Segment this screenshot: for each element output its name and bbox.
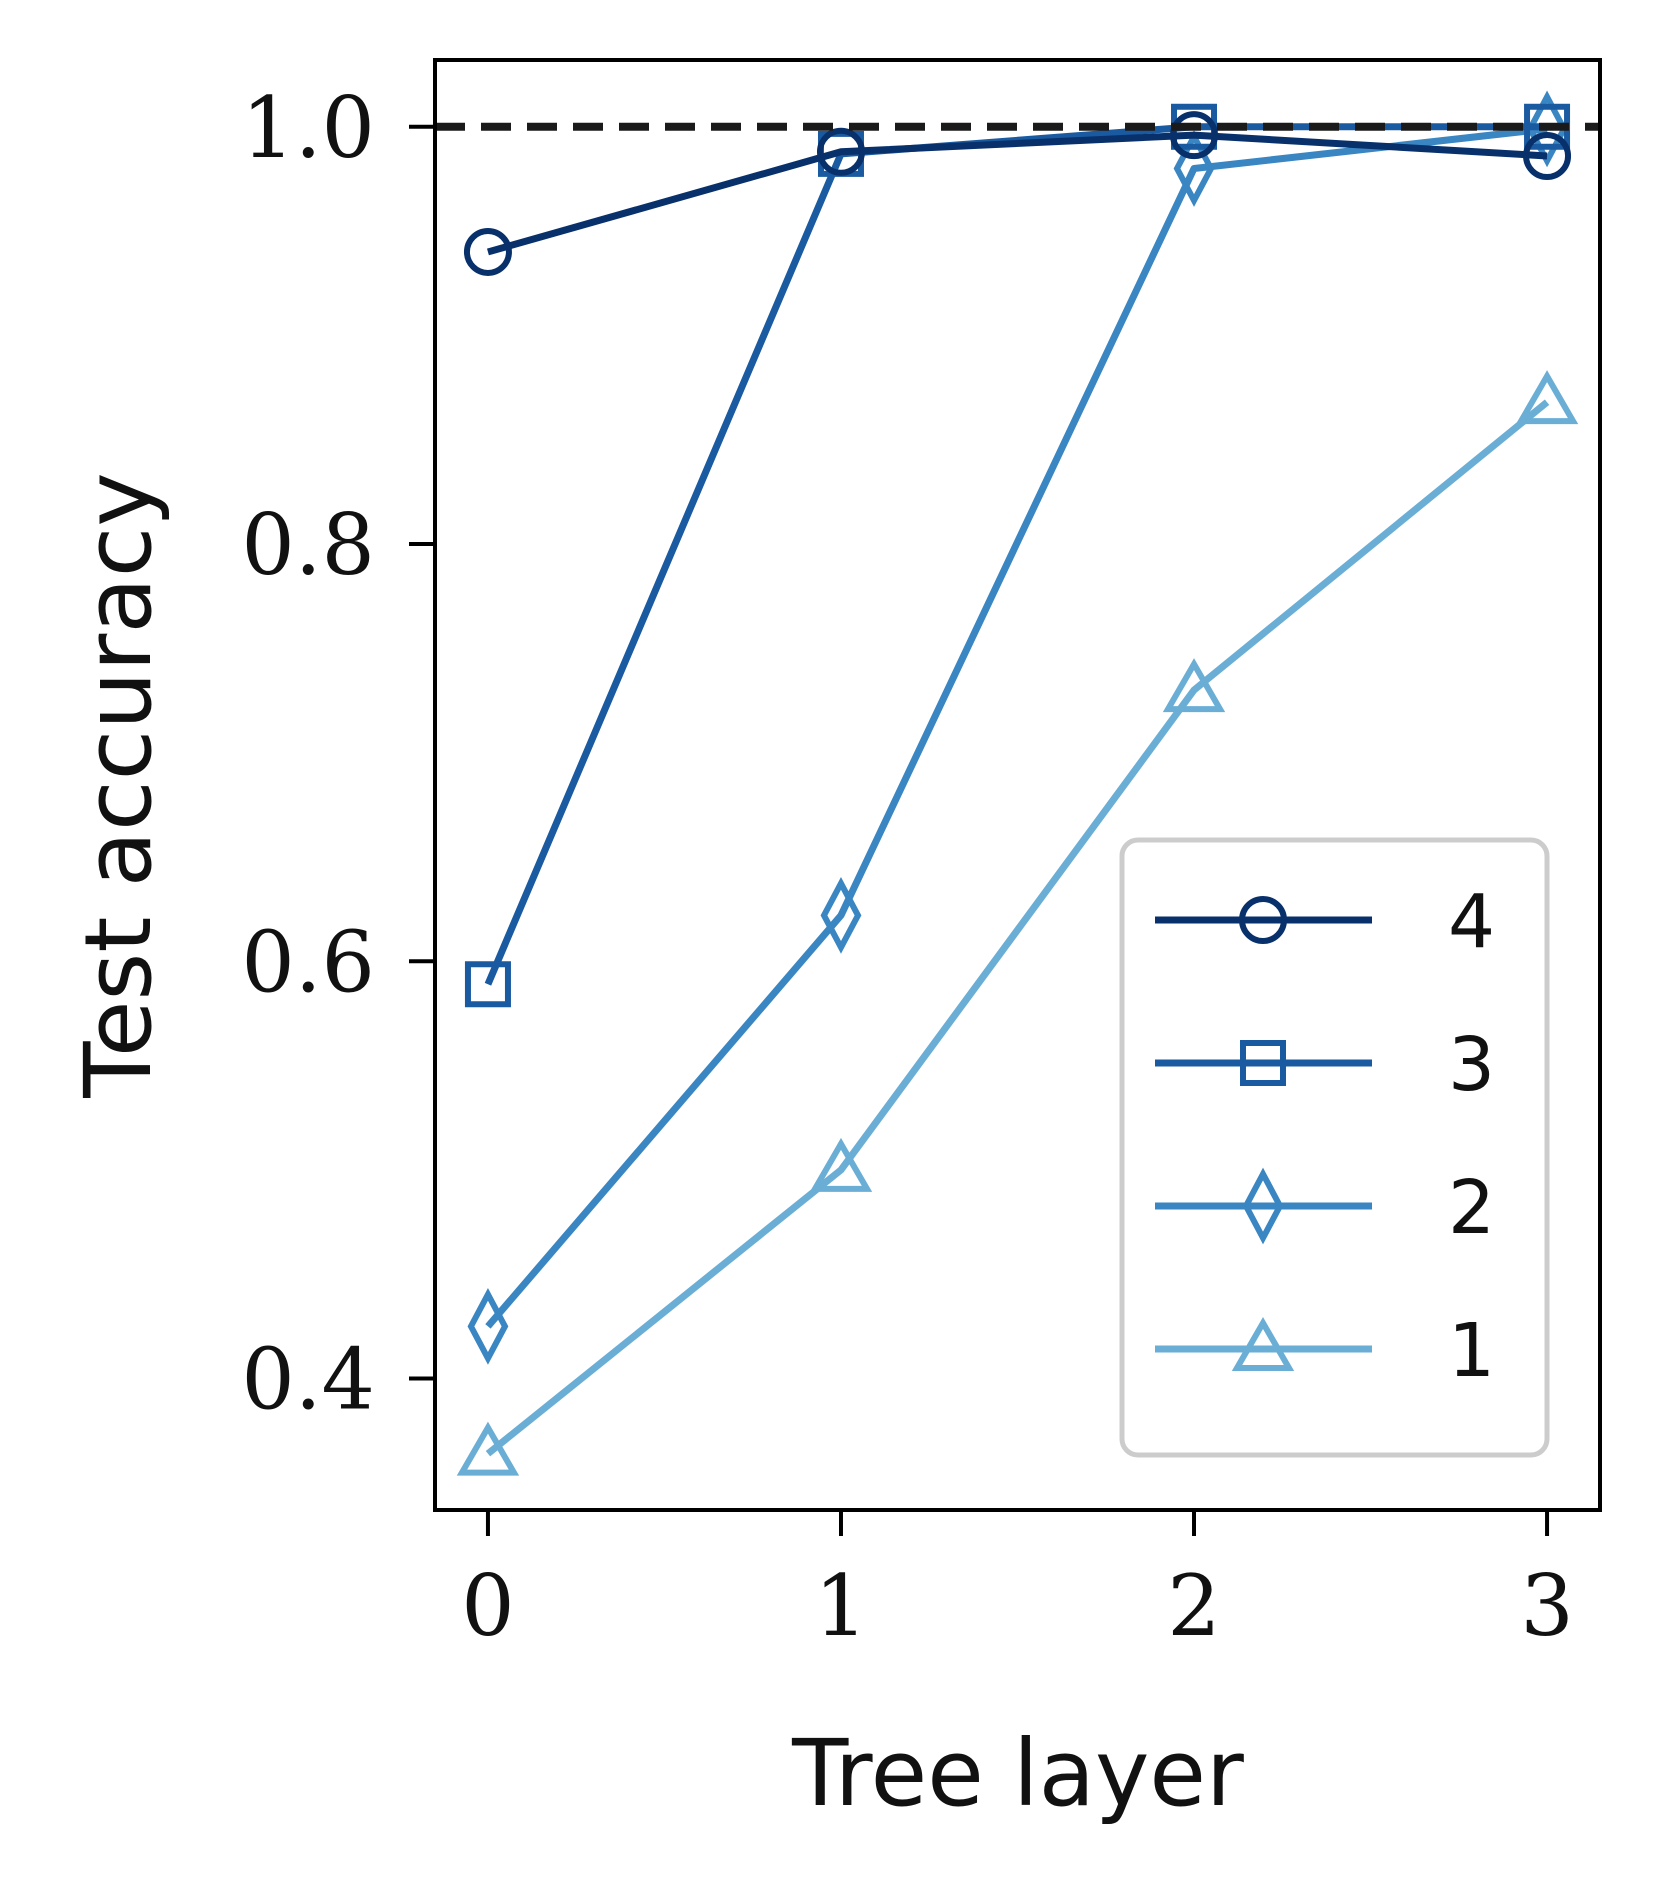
plot-frame	[433, 58, 1602, 1512]
data-point-4	[816, 127, 865, 176]
legend-marker	[1240, 1040, 1286, 1086]
data-point-2	[820, 877, 862, 954]
legend-marker	[1242, 1167, 1284, 1245]
series-line-1	[485, 399, 1550, 1457]
y-axis-ticks: 0.4 0.6 0.8 1.0	[241, 79, 435, 1429]
data-point-1	[809, 1137, 873, 1192]
axes: 0 1 2 3 0.4 0.6 0.8 1.0	[241, 58, 1602, 1655]
legend-marker	[1231, 1317, 1295, 1371]
data-point-1	[1162, 658, 1226, 713]
series-4	[463, 111, 1572, 276]
data-point-4	[1170, 111, 1219, 160]
y-tick-label: 0.6	[241, 913, 375, 1011]
data-point-2	[467, 1288, 509, 1365]
data-point-3	[464, 961, 511, 1008]
x-tick-label: 2	[1167, 1557, 1220, 1655]
legend-item-2: 2	[1155, 1165, 1495, 1251]
legend-item-4: 4	[1155, 879, 1495, 965]
x-axis-ticks: 0 1 2 3	[461, 1510, 1574, 1655]
series-line-4	[486, 131, 1548, 256]
legend-label: 3	[1448, 1022, 1495, 1108]
y-tick-label: 1.0	[241, 79, 375, 177]
legend: 4 3 2 1	[1119, 837, 1550, 1458]
legend-items: 4 3 2 1	[1155, 879, 1495, 1394]
plot-content	[435, 90, 1600, 1476]
legend-frame	[1119, 837, 1550, 1458]
data-point-4	[1523, 131, 1572, 180]
series-1	[456, 370, 1579, 1476]
x-tick-label: 3	[1520, 1557, 1573, 1655]
y-tick-label: 0.8	[241, 496, 375, 594]
data-point-1	[456, 1421, 520, 1476]
legend-label: 4	[1448, 879, 1495, 965]
x-tick-label: 0	[461, 1557, 514, 1655]
data-point-4	[463, 227, 512, 276]
legend-item-1: 1	[1155, 1308, 1495, 1394]
legend-label: 1	[1448, 1308, 1495, 1394]
data-point-2	[1526, 90, 1568, 168]
y-axis-label: Test accuracy	[65, 472, 172, 1099]
legend-item-3: 3	[1155, 1022, 1495, 1108]
x-axis-label: Tree layer	[791, 1720, 1244, 1827]
data-point-1	[1515, 370, 1579, 425]
legend-label: 2	[1448, 1165, 1495, 1251]
x-tick-label: 1	[814, 1557, 867, 1655]
data-point-2	[1173, 130, 1215, 207]
y-tick-label: 0.4	[241, 1331, 375, 1429]
legend-marker	[1239, 896, 1287, 944]
